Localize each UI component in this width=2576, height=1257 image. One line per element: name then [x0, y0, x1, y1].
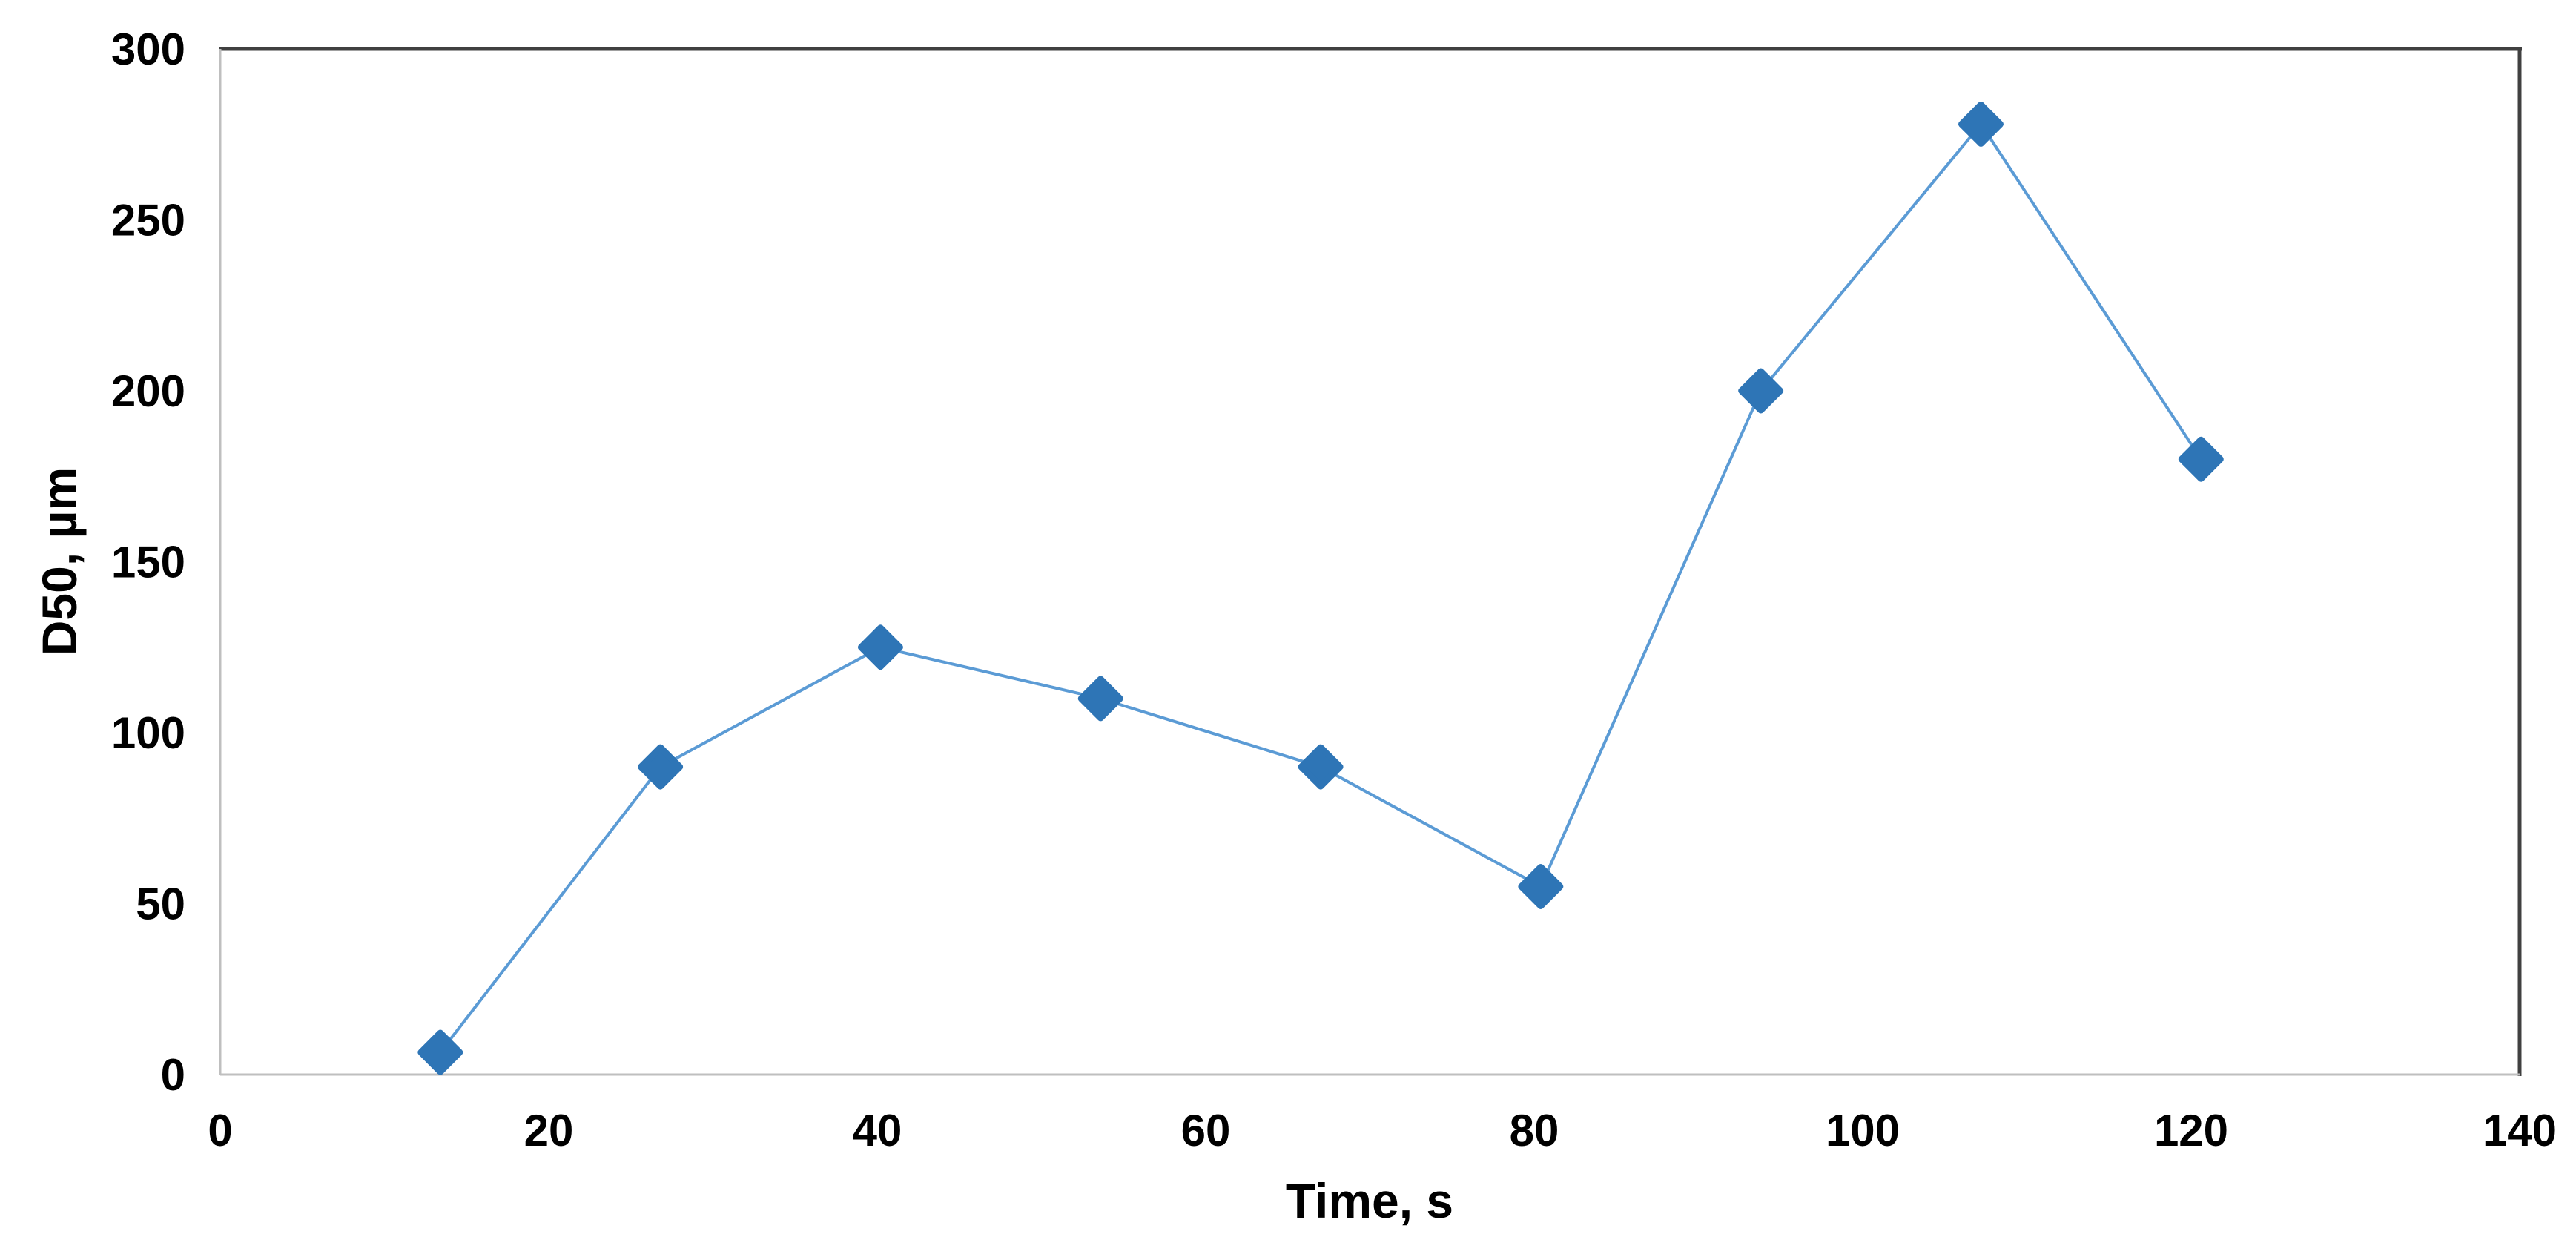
y-tick-label-300: 300 — [111, 24, 185, 74]
data-point-marker — [1958, 101, 2004, 147]
data-point-marker — [1518, 863, 1564, 909]
y-tick-label-50: 50 — [136, 880, 185, 929]
data-point-marker — [857, 624, 903, 670]
x-tick-label-140: 140 — [2483, 1106, 2557, 1155]
x-axis-tick-labels: 0 20 40 60 80 100 120 140 — [208, 1106, 2557, 1155]
x-tick-label-120: 120 — [2154, 1106, 2228, 1155]
x-tick-label-20: 20 — [524, 1106, 574, 1155]
data-series — [417, 101, 2224, 1075]
series-line — [438, 122, 2203, 1054]
x-tick-label-100: 100 — [1826, 1106, 1900, 1155]
x-tick-label-0: 0 — [208, 1106, 232, 1155]
y-axis-tick-labels: 0 50 100 150 200 250 300 — [111, 24, 185, 1100]
data-point-marker — [2178, 436, 2224, 482]
x-tick-label-40: 40 — [853, 1106, 902, 1155]
y-tick-label-100: 100 — [111, 708, 185, 758]
y-tick-label-250: 250 — [111, 196, 185, 245]
y-tick-label-0: 0 — [161, 1050, 185, 1100]
y-axis-title: D50, µm — [32, 467, 87, 656]
data-point-marker — [1077, 676, 1123, 722]
data-point-marker — [417, 1029, 463, 1075]
y-tick-label-150: 150 — [111, 538, 185, 587]
data-point-marker — [1738, 368, 1784, 414]
data-point-marker — [1298, 744, 1344, 790]
x-tick-label-60: 60 — [1181, 1106, 1231, 1155]
x-axis-title: Time, s — [1286, 1173, 1453, 1228]
data-point-marker — [638, 744, 684, 790]
y-tick-label-200: 200 — [111, 366, 185, 416]
x-tick-label-80: 80 — [1510, 1106, 1559, 1155]
